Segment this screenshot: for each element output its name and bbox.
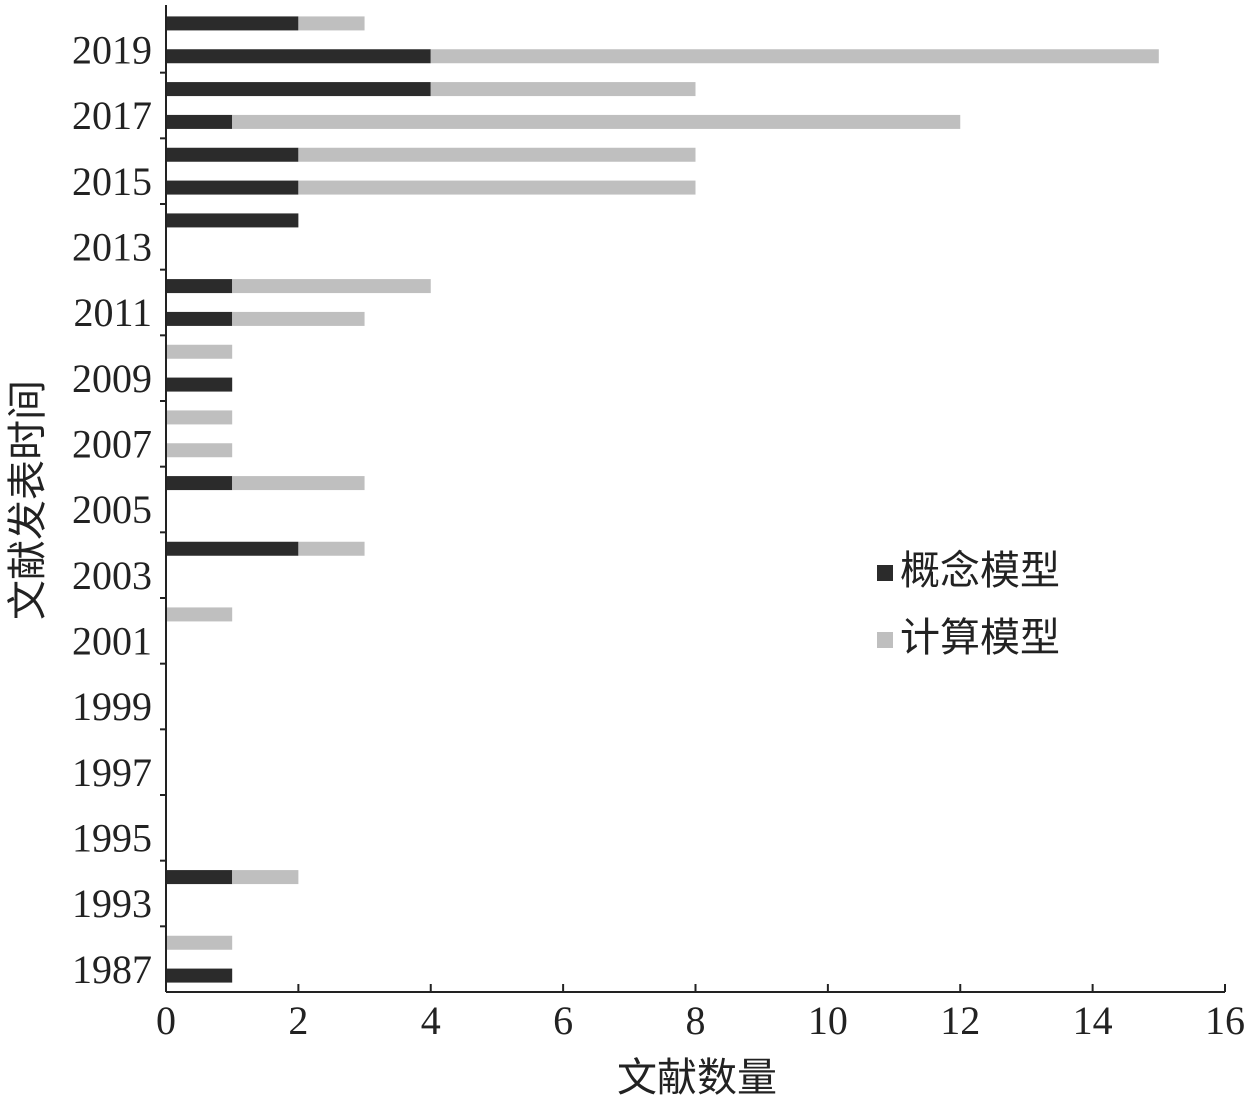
y-tick-label: 2019: [72, 27, 152, 72]
legend-label: 概念模型: [900, 548, 1060, 594]
bar: [166, 49, 431, 64]
bar: [166, 311, 233, 326]
bar: [166, 16, 299, 31]
bar: [232, 311, 365, 326]
bar: [166, 180, 299, 195]
y-tick-label: 1997: [72, 750, 152, 795]
bar: [166, 541, 299, 556]
y-tick-label: 1993: [72, 881, 152, 926]
y-tick-label: 1995: [72, 815, 152, 860]
bar: [430, 82, 696, 97]
bar: [166, 213, 299, 228]
y-tick-label: 1987: [72, 947, 152, 992]
y-tick-label: 2005: [72, 487, 152, 532]
x-tick-label: 0: [156, 998, 176, 1043]
bar: [298, 180, 696, 195]
legend-label: 计算模型: [900, 615, 1060, 661]
y-tick-label: 2007: [72, 421, 152, 466]
bar: [166, 279, 233, 294]
bar: [166, 935, 233, 950]
bar: [166, 377, 233, 392]
x-tick-label: 2: [288, 998, 308, 1043]
bar: [232, 870, 299, 885]
bar: [166, 344, 233, 359]
x-axis-title: 文献数量: [617, 1055, 777, 1101]
bar: [166, 968, 233, 983]
bar: [298, 541, 365, 556]
y-axis-title: 文献发表时间: [5, 380, 51, 620]
y-tick-label: 2015: [72, 159, 152, 204]
x-tick-label: 4: [421, 998, 441, 1043]
bar: [166, 870, 233, 885]
bar: [166, 476, 233, 491]
bar: [166, 114, 233, 129]
bar: [166, 607, 233, 622]
bar: [232, 476, 365, 491]
bar: [298, 16, 365, 31]
y-tick-label: 2001: [72, 618, 152, 663]
y-tick-label: 2017: [72, 93, 152, 138]
bar: [232, 279, 431, 294]
legend-swatch: [877, 632, 893, 648]
x-tick-label: 16: [1205, 998, 1245, 1043]
bar: [166, 443, 233, 458]
bar: [166, 82, 431, 97]
bar: [232, 114, 961, 129]
bar: [298, 147, 696, 162]
x-tick-label: 8: [686, 998, 706, 1043]
y-tick-label: 2013: [72, 224, 152, 269]
x-tick-label: 12: [940, 998, 980, 1043]
bar: [166, 410, 233, 425]
y-tick-label: 2009: [72, 356, 152, 401]
bar: [430, 49, 1159, 64]
bar: [166, 147, 299, 162]
y-tick-label: 2011: [73, 290, 152, 335]
y-tick-label: 2003: [72, 553, 152, 598]
x-tick-label: 6: [553, 998, 573, 1043]
x-tick-label: 14: [1073, 998, 1113, 1043]
x-tick-label: 10: [808, 998, 848, 1043]
legend-swatch: [877, 565, 893, 581]
y-tick-label: 1999: [72, 684, 152, 729]
